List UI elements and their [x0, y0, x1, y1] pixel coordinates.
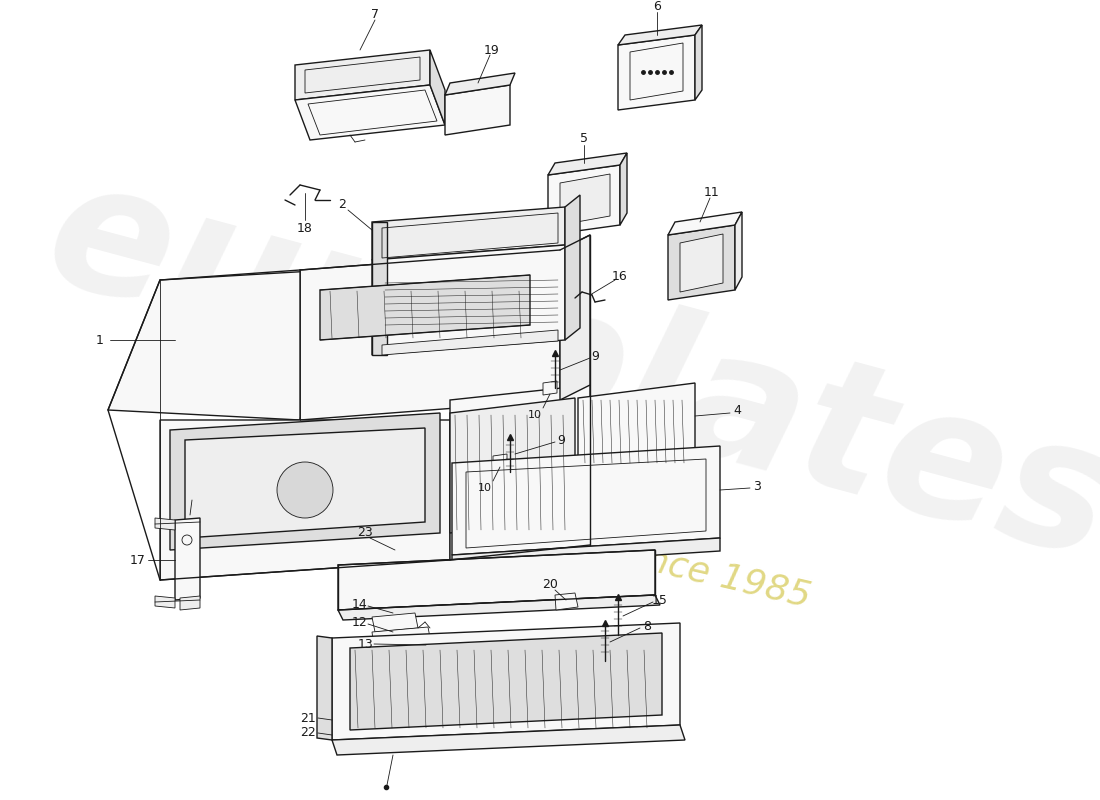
Polygon shape	[735, 212, 743, 290]
Polygon shape	[578, 383, 695, 465]
Text: 13: 13	[359, 638, 374, 650]
Text: 6: 6	[653, 1, 661, 14]
Polygon shape	[450, 398, 575, 533]
Polygon shape	[446, 85, 510, 135]
Polygon shape	[668, 212, 742, 235]
Polygon shape	[578, 450, 695, 478]
Polygon shape	[493, 454, 507, 468]
Polygon shape	[452, 538, 720, 568]
Polygon shape	[446, 73, 515, 95]
Polygon shape	[300, 250, 560, 420]
Polygon shape	[155, 596, 175, 608]
Text: 17: 17	[130, 554, 146, 566]
Polygon shape	[450, 385, 590, 560]
Text: 9: 9	[557, 434, 565, 446]
Polygon shape	[556, 593, 578, 610]
Polygon shape	[618, 25, 702, 45]
Polygon shape	[548, 153, 627, 175]
Polygon shape	[560, 174, 610, 225]
Text: 7: 7	[371, 9, 380, 22]
Text: 8: 8	[644, 619, 651, 633]
Text: 12: 12	[352, 615, 367, 629]
Polygon shape	[668, 225, 735, 300]
Text: 19: 19	[484, 43, 499, 57]
Polygon shape	[565, 195, 580, 340]
Text: a passion for Porsche since 1985: a passion for Porsche since 1985	[226, 446, 814, 614]
Polygon shape	[317, 636, 332, 740]
Text: 21: 21	[300, 711, 316, 725]
Polygon shape	[452, 446, 720, 555]
Polygon shape	[332, 725, 685, 755]
Circle shape	[277, 462, 333, 518]
Polygon shape	[185, 428, 425, 538]
Polygon shape	[180, 596, 200, 610]
Polygon shape	[620, 153, 627, 225]
Polygon shape	[430, 50, 446, 125]
Text: 4: 4	[733, 405, 741, 418]
Polygon shape	[543, 381, 557, 395]
Text: 22: 22	[300, 726, 316, 739]
Polygon shape	[560, 235, 590, 400]
Polygon shape	[155, 518, 175, 530]
Text: 10: 10	[528, 410, 542, 420]
Polygon shape	[160, 420, 450, 580]
Text: 11: 11	[704, 186, 719, 198]
Polygon shape	[108, 270, 330, 420]
Polygon shape	[372, 613, 418, 632]
Text: 9: 9	[591, 350, 598, 362]
Polygon shape	[338, 550, 654, 610]
Text: 16: 16	[612, 270, 628, 283]
Text: 18: 18	[297, 222, 312, 234]
Text: 2: 2	[338, 198, 345, 211]
Text: 20: 20	[542, 578, 558, 591]
Polygon shape	[680, 234, 723, 292]
Text: 1: 1	[96, 334, 103, 346]
Polygon shape	[320, 275, 530, 340]
Text: 23: 23	[358, 526, 373, 539]
Text: 14: 14	[352, 598, 367, 610]
Text: 10: 10	[478, 483, 492, 493]
Polygon shape	[382, 330, 558, 355]
Polygon shape	[175, 518, 200, 600]
Polygon shape	[548, 165, 620, 235]
Polygon shape	[350, 633, 662, 730]
Polygon shape	[170, 413, 440, 550]
Polygon shape	[295, 85, 446, 140]
Polygon shape	[372, 245, 565, 355]
Polygon shape	[372, 222, 387, 355]
Text: 3: 3	[754, 479, 761, 493]
Polygon shape	[695, 25, 702, 100]
Polygon shape	[372, 627, 431, 648]
Polygon shape	[295, 50, 430, 100]
Polygon shape	[618, 35, 695, 110]
Text: europlates: europlates	[30, 143, 1100, 597]
Text: 15: 15	[652, 594, 668, 606]
Polygon shape	[395, 640, 458, 660]
Polygon shape	[332, 623, 680, 740]
Polygon shape	[338, 595, 660, 620]
Polygon shape	[372, 207, 565, 260]
Text: 5: 5	[580, 133, 588, 146]
